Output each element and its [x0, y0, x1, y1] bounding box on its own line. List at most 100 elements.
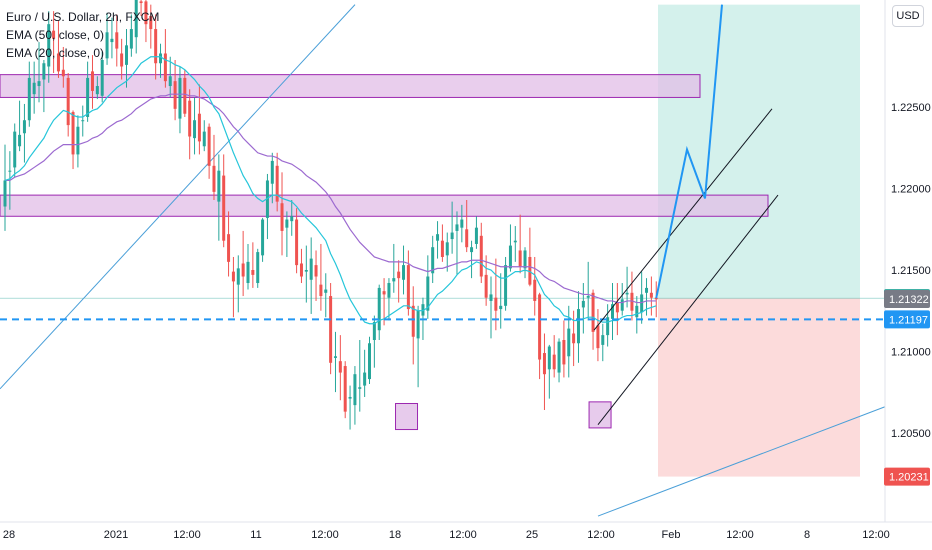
- candle-body: [333, 356, 337, 358]
- trendline-lower: [597, 406, 886, 517]
- resistance-zone: [0, 74, 701, 98]
- candle-body: [654, 297, 658, 300]
- candle-body: [120, 53, 124, 67]
- candle-body: [504, 265, 508, 306]
- candle-body: [460, 219, 464, 228]
- candle-body: [52, 30, 56, 39]
- candle-body: [635, 305, 639, 318]
- x-tick-label: 25: [526, 529, 538, 541]
- candle-body: [8, 170, 12, 172]
- candle-body: [567, 328, 571, 357]
- candle-body: [421, 304, 425, 316]
- candle-body: [479, 235, 483, 277]
- candle-body: [197, 113, 201, 142]
- candle-body: [576, 309, 580, 344]
- candle-body: [280, 203, 284, 231]
- candle-body: [95, 86, 99, 95]
- swing-low-box: [395, 402, 419, 431]
- candle-body: [406, 265, 410, 310]
- candle-body: [168, 76, 172, 87]
- chart-legend: Euro / U.S. Dollar, 2h, FXCM EMA (50, cl…: [6, 8, 159, 62]
- candle-body: [611, 304, 614, 319]
- candle-body: [90, 71, 94, 91]
- candle-body: [18, 134, 22, 147]
- candle-body: [329, 296, 333, 363]
- candle-body: [649, 292, 653, 298]
- candle-body: [615, 302, 619, 313]
- x-tick-label: 12:00: [311, 529, 339, 541]
- y-tick-label: 1.22500: [891, 102, 931, 114]
- candle-body: [499, 305, 503, 310]
- candle-body: [640, 294, 644, 313]
- candle-body: [290, 216, 294, 222]
- candle-body: [86, 77, 90, 117]
- projection-arrow: [655, 4, 723, 299]
- candle-body: [295, 219, 299, 266]
- candle-body: [528, 256, 532, 285]
- candle-body: [377, 287, 381, 331]
- candle-body: [368, 343, 371, 380]
- candle-body: [299, 263, 303, 277]
- candle-body: [436, 234, 440, 241]
- candle-body: [159, 53, 163, 64]
- candle-body: [494, 297, 498, 311]
- x-tick-label: 2021: [104, 529, 128, 541]
- candle-body: [484, 274, 488, 298]
- candle-body: [538, 294, 542, 360]
- candle-body: [523, 250, 527, 269]
- candle-body: [630, 292, 634, 311]
- x-tick-label: 8: [804, 529, 810, 541]
- candle-body: [13, 131, 17, 168]
- ema20-legend[interactable]: EMA (20, close, 0): [6, 46, 105, 60]
- candle-body: [601, 335, 605, 345]
- candle-body: [465, 229, 469, 248]
- candle-body: [76, 126, 80, 155]
- candle-body: [163, 53, 167, 82]
- candle-body: [382, 291, 386, 295]
- candle-body: [154, 29, 158, 64]
- candle-body: [42, 63, 46, 80]
- candle-body: [348, 396, 352, 399]
- ema20-line: [4, 56, 657, 325]
- candle-body: [625, 292, 629, 295]
- candle-body: [508, 245, 512, 269]
- candle-body: [81, 120, 85, 122]
- candle-body: [431, 247, 435, 274]
- target-zone: [658, 4, 860, 299]
- candle-body: [27, 77, 31, 121]
- x-tick-label: 12:00: [587, 529, 615, 541]
- y-tick-label: 1.20500: [891, 428, 931, 440]
- candle-body: [178, 77, 182, 119]
- candle-body: [309, 258, 313, 280]
- candle-body: [358, 387, 362, 389]
- symbol-title[interactable]: Euro / U.S. Dollar, 2h, FXCM: [6, 10, 160, 24]
- candle-body: [397, 271, 401, 279]
- price-badge: [884, 467, 930, 486]
- candle-body: [134, 0, 138, 38]
- background-layer: [0, 4, 886, 517]
- candle-body: [343, 366, 347, 412]
- currency-button[interactable]: USD: [892, 5, 924, 27]
- candle-body: [402, 265, 406, 280]
- candle-body: [620, 299, 624, 311]
- x-tick-label: 28: [3, 529, 15, 541]
- price-badge-label: 1.20231: [889, 472, 929, 484]
- price-badge: [884, 289, 930, 308]
- candle-body: [591, 292, 595, 332]
- candle-body: [261, 219, 265, 256]
- candle-body: [596, 325, 600, 349]
- ema50-legend[interactable]: EMA (50, close, 0): [6, 28, 105, 42]
- candle-body: [275, 165, 279, 202]
- candle-body: [66, 77, 70, 126]
- candle-body: [22, 120, 26, 134]
- candle-body: [110, 38, 114, 43]
- candle-body: [533, 279, 537, 301]
- candle-body: [572, 333, 576, 344]
- candle-body: [387, 283, 391, 298]
- x-tick-label: 12:00: [726, 529, 754, 541]
- candle-body: [513, 240, 517, 243]
- y-tick-label: 1.21500: [891, 265, 931, 277]
- candle-body: [173, 81, 177, 109]
- x-tick-label: 12:00: [173, 529, 201, 541]
